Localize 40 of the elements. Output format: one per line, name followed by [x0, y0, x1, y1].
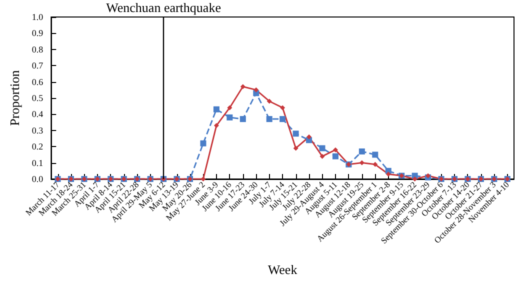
point	[266, 116, 272, 122]
y-tick-label: 0.4	[32, 109, 44, 120]
point	[227, 105, 232, 110]
y-tick-label: 0.8	[32, 44, 44, 54]
point	[240, 116, 246, 122]
point	[319, 145, 326, 152]
point	[412, 176, 418, 182]
y-tick-label: 0.5	[32, 93, 44, 103]
y-tick-label: 0.7	[32, 60, 44, 71]
point	[266, 98, 272, 104]
y-axis-title: Proportion	[7, 70, 22, 126]
point	[292, 130, 299, 137]
y-tick-label: 0.6	[32, 76, 44, 87]
point	[280, 105, 286, 110]
point	[372, 162, 378, 167]
point	[254, 87, 259, 92]
point	[320, 154, 325, 159]
y-tick-label: 0.1	[32, 158, 44, 168]
point	[358, 148, 365, 154]
y-tick-label: 0.0	[32, 174, 44, 184]
point	[332, 147, 338, 152]
point	[332, 153, 338, 160]
y-tick-label: 0.9	[32, 28, 44, 38]
point	[213, 106, 220, 112]
point	[372, 152, 378, 158]
point	[306, 134, 312, 140]
point	[386, 172, 391, 177]
point	[293, 146, 298, 151]
point	[200, 176, 206, 182]
ref-line-label: Wenchuan earthquake	[106, 0, 222, 15]
x-axis-title: Week	[268, 262, 298, 277]
point	[359, 160, 364, 166]
y-tick-label: 0.2	[32, 142, 44, 152]
y-tick-label: 1.0	[32, 12, 44, 22]
y-tick-label: 0.3	[32, 125, 44, 136]
point	[280, 116, 286, 122]
point	[226, 114, 233, 120]
point	[240, 84, 246, 90]
point	[214, 123, 219, 128]
point	[200, 140, 206, 146]
